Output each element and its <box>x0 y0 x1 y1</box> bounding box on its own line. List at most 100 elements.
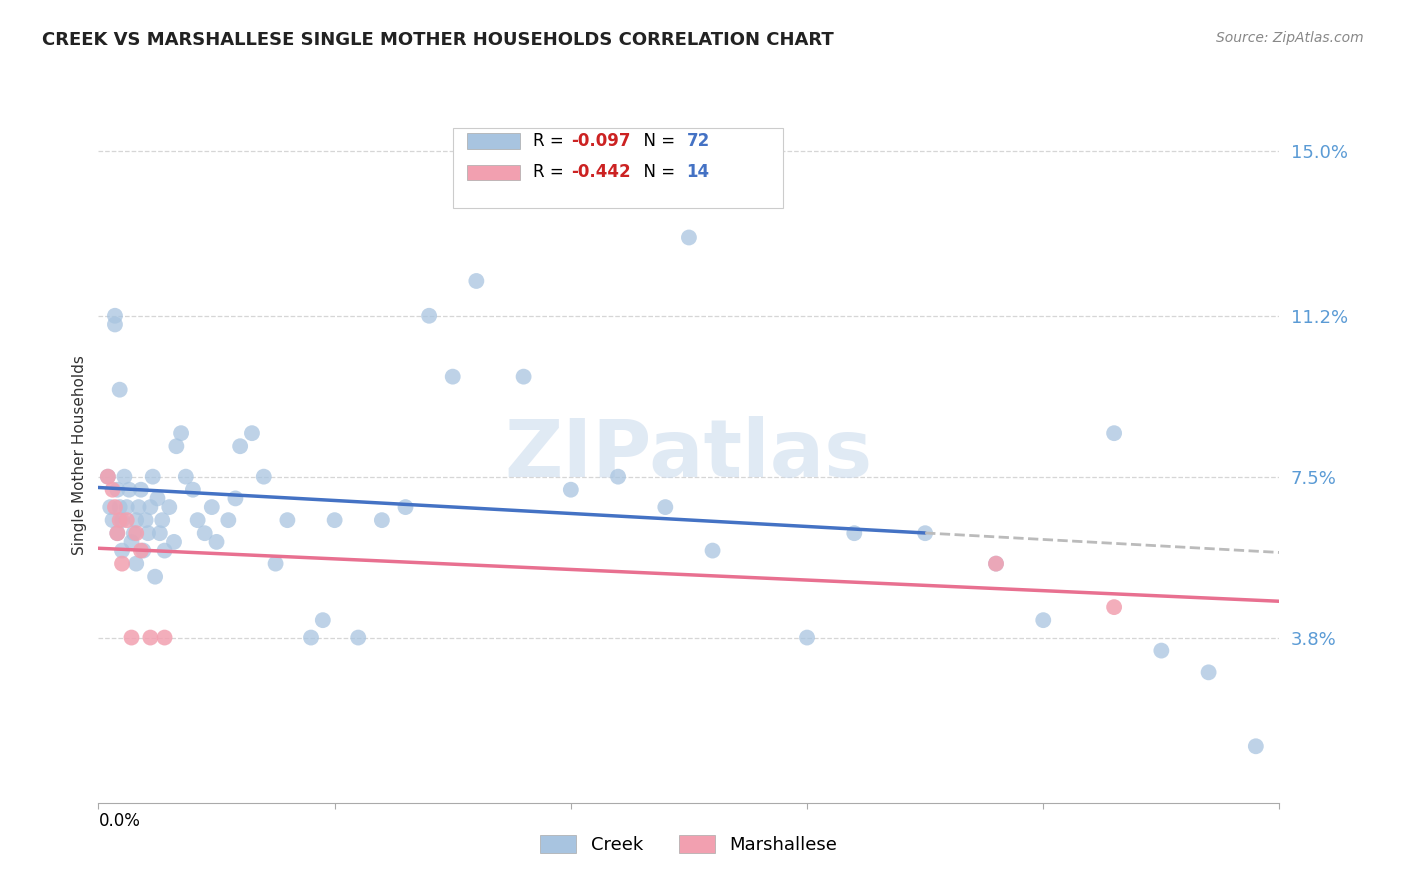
Point <box>264 557 287 571</box>
Point <box>146 491 169 506</box>
Point <box>1244 739 1267 754</box>
Point <box>101 513 124 527</box>
Point <box>1032 613 1054 627</box>
Point <box>111 543 134 558</box>
Point <box>125 557 148 571</box>
Point <box>371 513 394 527</box>
Point <box>150 513 173 527</box>
Point <box>678 230 700 244</box>
Point <box>347 631 370 645</box>
Point <box>97 469 120 483</box>
Text: R =: R = <box>533 132 569 150</box>
FancyBboxPatch shape <box>453 128 783 208</box>
Text: -0.442: -0.442 <box>571 163 630 181</box>
Point <box>104 309 127 323</box>
Point <box>276 513 298 527</box>
Point <box>153 631 176 645</box>
Point <box>101 483 124 497</box>
Point <box>108 500 131 514</box>
Point <box>1102 600 1125 615</box>
FancyBboxPatch shape <box>467 165 520 180</box>
Point <box>170 426 193 441</box>
Point <box>299 631 322 645</box>
Point <box>104 500 127 514</box>
Point <box>165 439 187 453</box>
Point <box>105 483 128 497</box>
Point <box>844 526 866 541</box>
Point <box>98 500 121 514</box>
Point <box>108 513 131 527</box>
Point <box>914 526 936 541</box>
Point <box>111 513 134 527</box>
Text: CREEK VS MARSHALLESE SINGLE MOTHER HOUSEHOLDS CORRELATION CHART: CREEK VS MARSHALLESE SINGLE MOTHER HOUSE… <box>42 31 834 49</box>
Point <box>174 469 197 483</box>
Point <box>1102 426 1125 441</box>
Point <box>125 513 148 527</box>
Point <box>441 369 464 384</box>
Y-axis label: Single Mother Households: Single Mother Households <box>72 355 87 555</box>
Point <box>143 570 166 584</box>
Point <box>984 557 1007 571</box>
Point <box>139 631 162 645</box>
Point <box>181 483 204 497</box>
Point <box>153 543 176 558</box>
Text: R =: R = <box>533 163 569 181</box>
Point <box>129 483 152 497</box>
Point <box>312 613 335 627</box>
Point <box>205 534 228 549</box>
Point <box>132 543 155 558</box>
FancyBboxPatch shape <box>467 134 520 149</box>
Point <box>97 469 120 483</box>
Point <box>748 152 770 166</box>
Point <box>240 426 263 441</box>
Point <box>1150 643 1173 657</box>
Point <box>111 557 134 571</box>
Text: 0.0%: 0.0% <box>98 812 141 830</box>
Point <box>118 483 141 497</box>
Point <box>112 469 135 483</box>
Text: Source: ZipAtlas.com: Source: ZipAtlas.com <box>1216 31 1364 45</box>
Point <box>121 631 143 645</box>
Point <box>187 513 209 527</box>
Text: N =: N = <box>634 132 681 150</box>
Point <box>157 500 180 514</box>
Text: ZIPatlas: ZIPatlas <box>505 416 873 494</box>
Point <box>1198 665 1220 680</box>
Point <box>418 309 440 323</box>
Point <box>323 513 346 527</box>
Point <box>129 543 152 558</box>
Point <box>122 526 145 541</box>
Text: -0.097: -0.097 <box>571 132 630 150</box>
Point <box>115 500 138 514</box>
Point <box>105 526 128 541</box>
Point <box>560 483 582 497</box>
Point <box>149 526 172 541</box>
Point <box>465 274 488 288</box>
Point <box>394 500 416 514</box>
Point <box>135 513 157 527</box>
Text: 72: 72 <box>686 132 710 150</box>
Text: N =: N = <box>634 163 681 181</box>
Point <box>104 318 127 332</box>
Point <box>108 383 131 397</box>
Legend: Creek, Marshallese: Creek, Marshallese <box>531 826 846 863</box>
Point <box>136 526 159 541</box>
Point <box>142 469 165 483</box>
Point <box>796 631 818 645</box>
Point <box>121 534 143 549</box>
Point <box>115 513 138 527</box>
Point <box>163 534 186 549</box>
Point <box>128 500 150 514</box>
Point <box>229 439 252 453</box>
Point <box>702 543 724 558</box>
Point <box>201 500 224 514</box>
Point <box>654 500 676 514</box>
Point <box>125 526 148 541</box>
Point <box>984 557 1007 571</box>
Point <box>253 469 276 483</box>
Point <box>105 526 128 541</box>
Point <box>139 500 162 514</box>
Point <box>512 369 534 384</box>
Point <box>217 513 239 527</box>
Point <box>194 526 217 541</box>
